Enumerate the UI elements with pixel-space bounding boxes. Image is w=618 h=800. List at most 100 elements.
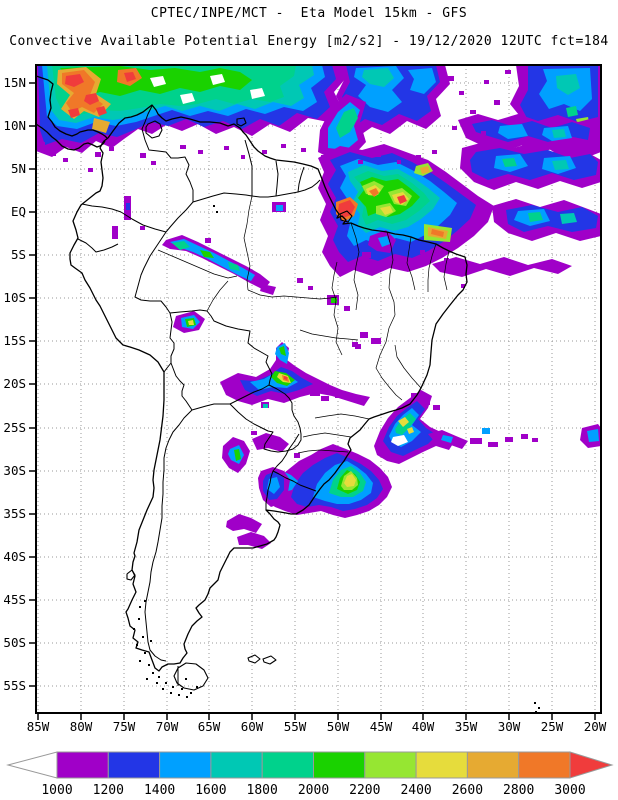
colorbar-label: 2800: [503, 783, 534, 798]
cape-blob: [180, 93, 195, 104]
island-outline: [339, 210, 353, 223]
cape-speckle: [112, 226, 118, 239]
state-border: [157, 249, 238, 279]
colorbar-label: 2600: [452, 783, 483, 798]
cape-speckle: [488, 442, 498, 447]
cape-speckle: [461, 284, 465, 288]
cape-speckle: [321, 155, 325, 159]
cape-speckle: [470, 438, 482, 444]
terrain-dot: [144, 652, 146, 654]
lon-tick-label: 80W: [70, 719, 93, 734]
cape-speckle: [459, 91, 464, 95]
cape-speckle: [421, 399, 430, 405]
terrain-dot: [156, 682, 158, 684]
cape-speckle: [455, 270, 460, 274]
cape-speckle: [358, 160, 363, 164]
country-border: [244, 139, 253, 196]
cape-blob: [587, 429, 599, 442]
cape-speckle: [452, 126, 457, 130]
colorbar-label: 2000: [298, 783, 329, 798]
lon-tick-label: 70W: [156, 719, 179, 734]
terrain-dot: [146, 678, 148, 680]
terrain-dot: [138, 618, 140, 620]
lat-tick-label: 55S: [3, 678, 26, 693]
state-border: [331, 261, 343, 356]
lat-tick-label: 35S: [3, 506, 26, 521]
state-border: [206, 280, 229, 312]
cape-blob: [528, 212, 543, 222]
cape-speckle: [484, 80, 489, 84]
cape-speckle: [344, 306, 350, 311]
lat-tick-label: 40S: [3, 549, 26, 564]
page-subtitle: Convective Available Potential Energy [m…: [9, 34, 609, 49]
cape-blob: [420, 166, 430, 174]
cape-speckle: [205, 238, 211, 243]
cape-blob: [556, 74, 580, 95]
axis-ticks: [29, 82, 596, 720]
cape-speckle: [494, 100, 500, 105]
cape-speckle: [301, 148, 306, 152]
cape-blob: [362, 68, 394, 87]
country-border: [297, 166, 305, 193]
lon-tick-label: 50W: [327, 719, 350, 734]
cape-blob: [150, 76, 166, 87]
country-border: [229, 384, 270, 405]
cape-blob: [65, 74, 84, 87]
cape-speckle: [308, 286, 313, 290]
cape-speckle: [63, 158, 68, 162]
cape-colorbar: 1000 1200 1400 1600 1800 2000 2200 2400 2600 2800…: [6, 751, 614, 798]
terrain-dot: [139, 660, 141, 662]
colorbar-segment: [210, 751, 263, 779]
cape-blob: [84, 93, 99, 105]
terrain-dot: [133, 628, 135, 630]
country-border: [134, 231, 171, 314]
lon-tick-label: 25W: [541, 719, 564, 734]
terrain-dot: [213, 205, 215, 207]
cape-speckle: [262, 150, 267, 154]
cape-speckle: [224, 146, 229, 150]
terrain-dot: [152, 672, 154, 674]
state-border: [314, 413, 370, 420]
colorbar-segment: [107, 751, 161, 779]
cape-blob: [226, 514, 262, 533]
axis-labels: 15N 10N 5N EQ 5S 10S 15S 20S 25S 30S 35S 40S 45S 50S 5…: [3, 75, 606, 734]
country-border: [229, 384, 302, 453]
colorbar-label: 1600: [195, 783, 226, 798]
colorbar-segment: [415, 751, 468, 779]
cape-speckle: [411, 393, 419, 399]
cape-blob: [397, 195, 407, 204]
lon-tick-label: 40W: [412, 719, 435, 734]
cape-blob: [560, 213, 577, 224]
cape-speckle: [140, 153, 146, 158]
coastline: [69, 104, 468, 672]
state-border: [299, 329, 359, 341]
cape-blob: [344, 474, 356, 487]
cape-speckle: [521, 434, 528, 439]
terrain-dot: [144, 600, 146, 602]
state-border: [427, 243, 437, 292]
terrain-dot: [172, 686, 174, 688]
island-outline: [262, 655, 277, 665]
cape-speckle: [310, 390, 320, 396]
cape-speckle: [37, 142, 45, 148]
country-border: [191, 403, 230, 411]
colorbar-segment: [466, 751, 520, 779]
terrain-dot: [196, 686, 198, 688]
cape-speckle: [294, 453, 300, 458]
lon-tick-label: 55W: [284, 719, 307, 734]
colorbar-label: 1000: [41, 783, 72, 798]
lon-tick-label: 65W: [198, 719, 221, 734]
island-outline: [247, 654, 261, 664]
country-border: [77, 238, 119, 253]
state-border: [302, 432, 352, 438]
lat-tick-label: 5N: [11, 161, 26, 176]
colorbar-label: 2400: [400, 783, 431, 798]
colorbar-label: 1800: [247, 783, 278, 798]
lat-tick-label: 15N: [3, 75, 26, 90]
coastline: [36, 75, 108, 139]
cape-blob: [552, 129, 566, 138]
map-frame: [35, 64, 602, 714]
island-outline: [173, 662, 209, 691]
colorbar-label: 3000: [554, 783, 585, 798]
country-border: [120, 211, 167, 233]
